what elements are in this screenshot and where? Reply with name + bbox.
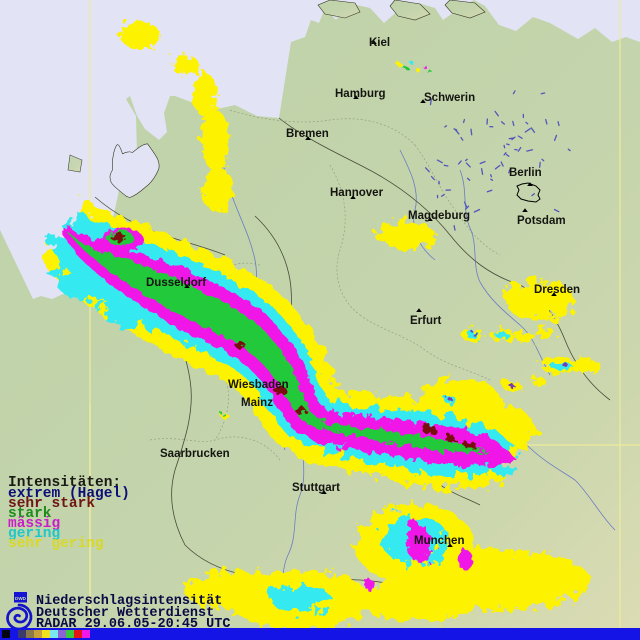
svg-text:Dresden: Dresden	[534, 284, 580, 296]
svg-text:Munchen: Munchen	[414, 535, 464, 547]
svg-text:Magdeburg: Magdeburg	[408, 210, 470, 222]
svg-text:Wiesbaden: Wiesbaden	[228, 379, 289, 391]
svg-text:Kiel: Kiel	[369, 37, 390, 49]
svg-text:Bremen: Bremen	[286, 128, 329, 140]
svg-text:DWD: DWD	[15, 596, 27, 601]
svg-text:Dusseldorf: Dusseldorf	[146, 277, 206, 289]
svg-text:Saarbrucken: Saarbrucken	[160, 448, 230, 460]
svg-text:Berlin: Berlin	[509, 167, 542, 179]
svg-text:Hannover: Hannover	[330, 187, 384, 199]
svg-text:Mainz: Mainz	[241, 397, 273, 409]
svg-text:Hamburg: Hamburg	[335, 88, 385, 100]
svg-text:Schwerin: Schwerin	[424, 92, 475, 104]
svg-text:Potsdam: Potsdam	[517, 215, 566, 227]
svg-text:Stuttgart: Stuttgart	[292, 482, 340, 494]
svg-text:sehr gering: sehr gering	[8, 536, 104, 552]
svg-text:Erfurt: Erfurt	[410, 315, 441, 327]
